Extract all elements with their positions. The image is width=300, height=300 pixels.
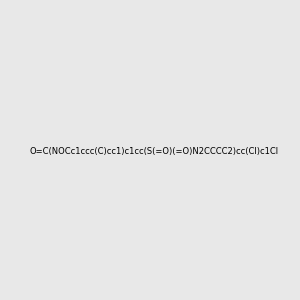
- Text: O=C(NOCc1ccc(C)cc1)c1cc(S(=O)(=O)N2CCCC2)cc(Cl)c1Cl: O=C(NOCc1ccc(C)cc1)c1cc(S(=O)(=O)N2CCCC2…: [29, 147, 278, 156]
